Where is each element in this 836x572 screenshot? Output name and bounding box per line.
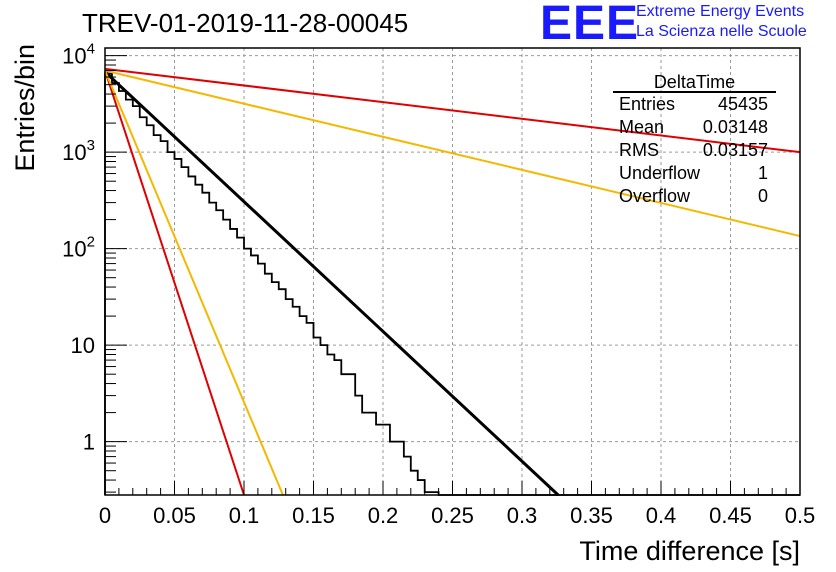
x-tick-label: 0.45 [709, 503, 752, 528]
y-tick-label: 104 [62, 41, 95, 69]
stats-value: 0.03148 [703, 117, 768, 137]
x-tick-label: 0.4 [646, 503, 677, 528]
y-tick-label: 102 [62, 234, 95, 262]
logo-caption: Extreme Energy Events La Scienza nelle S… [636, 2, 807, 42]
x-tick-label: 0 [99, 503, 111, 528]
stats-value: 0.03157 [703, 140, 768, 160]
series-line [104, 70, 284, 496]
x-tick-label: 0.35 [570, 503, 613, 528]
x-tick-label: 0.1 [229, 503, 260, 528]
stats-label: Mean [619, 117, 664, 137]
stats-value: 45435 [718, 94, 768, 114]
x-axis-label: Time difference [s] [579, 536, 800, 566]
x-tick-label: 0.15 [292, 503, 335, 528]
stats-title: DeltaTime [654, 72, 735, 92]
stats-value: 1 [758, 163, 768, 183]
stats-label: RMS [619, 140, 659, 160]
eee-logo: EEE [540, 0, 640, 50]
series-line [104, 70, 245, 496]
stats-value: 0 [758, 186, 768, 206]
x-tick-label: 0.2 [368, 503, 399, 528]
chart-title: TREV-01-2019-11-28-00045 [82, 8, 409, 38]
y-tick-label: 10 [71, 333, 95, 358]
x-tick-label: 0.05 [153, 503, 196, 528]
logo-caption-line1: Extreme Energy Events [636, 3, 805, 20]
y-tick-label: 1 [83, 430, 95, 455]
axis-ticks [104, 55, 801, 495]
stats-label: Overflow [619, 186, 691, 206]
series-line [104, 67, 801, 154]
x-tick-labels: 0 0.05 0.1 0.15 0.2 0.25 0.3 0.35 0.4 0.45 0.5 [99, 503, 815, 528]
x-tick-label: 0.3 [507, 503, 538, 528]
stats-label: Entries [619, 94, 675, 114]
fit-lines [103, 67, 801, 497]
x-tick-label: 0.25 [431, 503, 474, 528]
y-tick-label: 103 [62, 137, 95, 165]
series-line [103, 70, 560, 497]
grid-lines [105, 48, 800, 495]
x-tick-label: 0.5 [785, 503, 816, 528]
series-line [104, 69, 801, 238]
logo-caption-line2: La Scienza nelle Scuole [636, 23, 807, 40]
y-axis-label: Entries/bin [10, 44, 40, 172]
y-tick-labels: 1 10 102 103 104 [62, 41, 95, 455]
stats-label: Underflow [619, 163, 701, 183]
